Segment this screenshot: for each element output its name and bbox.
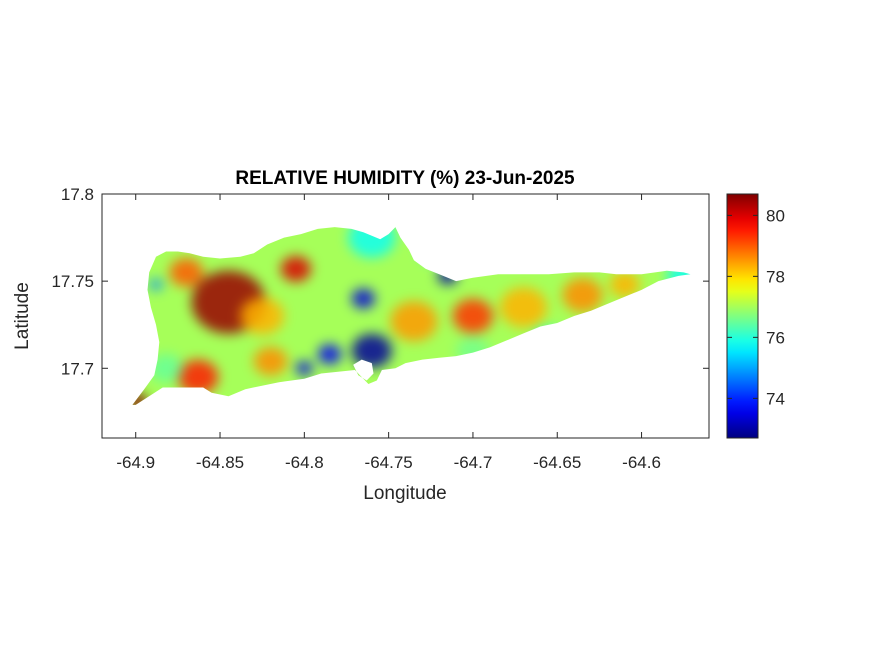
colorbar: 74 76 78 80 — [726, 193, 785, 439]
colorbar-tick-label: 74 — [766, 389, 785, 408]
x-tick-label: -64.6 — [622, 453, 661, 472]
x-axis-label: Longitude — [363, 483, 446, 504]
y-tick-label: 17.75 — [51, 272, 94, 291]
colorbar-tick-label: 78 — [766, 267, 785, 286]
colorbar-frame — [726, 193, 759, 439]
field-feature — [240, 297, 285, 335]
x-tick-label: -64.7 — [454, 453, 493, 472]
field-feature — [169, 258, 204, 287]
field-feature — [253, 347, 288, 376]
field-feature — [317, 344, 342, 365]
y-axis-label: Latitude — [12, 282, 33, 350]
plot-area: -64.9 -64.85 -64.8 -64.75 -64.7 -64.65 -64.6 1… — [51, 185, 710, 472]
x-tick-label: -64.85 — [196, 453, 244, 472]
y-tick-label: 17.7 — [61, 359, 94, 378]
field-feature — [295, 361, 313, 376]
field-feature — [390, 301, 438, 342]
field-feature — [280, 256, 312, 282]
field-feature — [609, 271, 640, 298]
colorbar-tick-label: 80 — [766, 206, 785, 225]
field-feature — [149, 354, 184, 383]
plot-axes-box — [101, 193, 710, 439]
field-feature — [351, 333, 392, 369]
field-feature — [452, 298, 494, 334]
x-tick-label: -64.9 — [116, 453, 155, 472]
x-axis-ticks: -64.9 -64.85 -64.8 -64.75 -64.7 -64.65 -64.6 — [116, 194, 661, 472]
x-tick-label: -64.65 — [533, 453, 581, 472]
field-feature — [562, 277, 603, 313]
colorbar-ticks: 74 76 78 80 — [727, 206, 785, 408]
x-tick-label: -64.75 — [365, 453, 413, 472]
colorbar-tick-label: 76 — [766, 328, 785, 347]
field-feature — [132, 392, 148, 405]
chart-title: RELATIVE HUMIDITY (%) 23-Jun-2025 — [235, 168, 575, 189]
field-feature — [351, 288, 376, 309]
field-feature — [499, 287, 548, 328]
y-tick-label: 17.8 — [61, 185, 94, 204]
field-feature — [177, 359, 219, 395]
colorbar-ramp — [727, 194, 758, 438]
y-axis-ticks: 17.7 17.75 17.8 — [51, 185, 709, 378]
field-feature — [149, 278, 163, 291]
x-tick-label: -64.8 — [285, 453, 324, 472]
